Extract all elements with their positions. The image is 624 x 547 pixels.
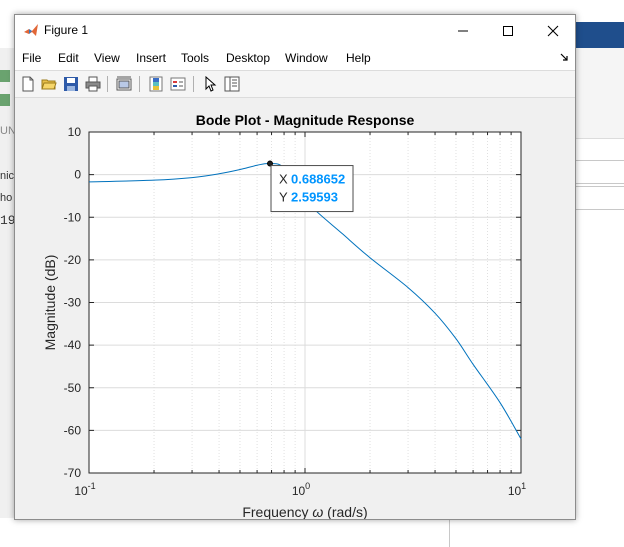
property-inspector-icon — [224, 76, 240, 92]
title-bar[interactable]: Figure 1 — [15, 15, 575, 46]
datatip-marker — [267, 160, 274, 167]
background-app-icon — [0, 70, 10, 82]
y-tick-label: -10 — [64, 210, 82, 224]
x-axis-label-prefix: Frequency — [242, 504, 312, 519]
close-icon — [547, 25, 558, 36]
x-tick-base: 10 — [292, 484, 306, 498]
maximize-button[interactable] — [485, 15, 530, 46]
background-app-field — [575, 160, 624, 184]
print-button[interactable] — [84, 75, 102, 93]
new-figure-icon — [22, 76, 34, 92]
y-tick-label: 10 — [68, 125, 82, 139]
matlab-logo-icon — [24, 24, 38, 36]
menu-desktop[interactable]: Desktop — [226, 51, 271, 65]
background-app-text: UN — [0, 125, 16, 137]
window-title: Figure 1 — [44, 23, 89, 37]
datatip-y-value: 2.59593 — [291, 190, 338, 205]
save-icon — [64, 77, 78, 91]
menu-insert[interactable]: Insert — [136, 51, 167, 65]
x-tick-label: 101 — [508, 481, 526, 498]
datatip-x-label: X — [279, 172, 288, 187]
link-plot-icon — [116, 76, 132, 91]
pointer-button[interactable] — [201, 75, 219, 93]
colorbar-icon — [149, 76, 163, 92]
menu-tools[interactable]: Tools — [181, 51, 210, 65]
background-app-text: ho — [0, 192, 13, 204]
x-tick-exponent: -1 — [88, 481, 96, 491]
open-file-button[interactable] — [40, 75, 58, 93]
y-tick-label: -30 — [64, 296, 82, 310]
menu-bar: File Edit View Insert Tools Desktop Wind… — [15, 46, 575, 71]
x-axis-label-suffix: (rad/s) — [323, 504, 367, 519]
y-tick-label: -50 — [64, 381, 82, 395]
background-app-left-panel — [0, 48, 14, 518]
x-tick-exponent: 0 — [305, 481, 310, 491]
background-app-field — [575, 186, 624, 210]
close-button[interactable] — [530, 15, 575, 46]
toolbar-separator — [193, 76, 194, 92]
minimize-button[interactable] — [440, 15, 485, 46]
y-tick-label: -20 — [64, 253, 82, 267]
toolbar-separator — [107, 76, 108, 92]
pointer-icon — [205, 76, 217, 92]
colorbar-button[interactable] — [147, 75, 165, 93]
background-app-text: nicl — [0, 170, 17, 182]
x-tick-base: 10 — [508, 484, 522, 498]
menu-help[interactable]: Help — [346, 51, 371, 65]
y-tick-label: -40 — [64, 338, 82, 352]
x-tick-exponent: 1 — [521, 481, 526, 491]
x-tick-base: 10 — [74, 484, 88, 498]
menu-view[interactable]: View — [94, 51, 120, 65]
new-figure-button[interactable] — [19, 75, 37, 93]
legend-icon — [170, 77, 186, 91]
minimize-icon — [457, 30, 468, 31]
print-icon — [85, 76, 101, 92]
figure-window: Figure 1 File Edit View Insert Tools Des… — [14, 14, 576, 520]
menu-edit[interactable]: Edit — [58, 51, 79, 65]
background-app-divider — [449, 518, 450, 547]
chart-title: Bode Plot - Magnitude Response — [196, 112, 415, 128]
menu-file[interactable]: File — [22, 51, 42, 65]
x-tick-label: 10-1 — [74, 481, 95, 498]
background-app-text: 19 — [0, 213, 16, 228]
x-axis-label: Frequency ω (rad/s) — [242, 504, 367, 519]
link-plot-button[interactable] — [115, 75, 133, 93]
background-app-toolstrip — [575, 48, 624, 139]
maximize-icon — [502, 25, 513, 36]
toolbar-separator — [139, 76, 140, 92]
datatip-box — [270, 165, 354, 213]
y-tick-label: -70 — [64, 466, 82, 480]
dock-arrow-icon[interactable] — [559, 52, 569, 62]
menu-window[interactable]: Window — [285, 51, 328, 65]
background-app-icon — [0, 94, 10, 106]
open-file-icon — [41, 79, 57, 90]
legend-button[interactable] — [169, 75, 187, 93]
figure-canvas: 10 0 -10 -20 -30 -40 -50 -60 -70 10-1 100 101 X 0.68… — [15, 98, 575, 520]
y-tick-label: 0 — [74, 168, 81, 182]
datatip-x-value: 0.688652 — [291, 172, 345, 187]
property-inspector-button[interactable] — [223, 75, 241, 93]
save-button[interactable] — [62, 75, 80, 93]
x-tick-label: 100 — [292, 481, 310, 498]
x-axis-label-symbol: ω — [312, 504, 323, 519]
y-axis-label: Magnitude (dB) — [42, 255, 58, 351]
background-app-header — [575, 22, 624, 48]
toolbar — [15, 71, 575, 98]
y-tick-label: -60 — [64, 423, 82, 437]
datatip-y-label: Y — [279, 190, 288, 205]
